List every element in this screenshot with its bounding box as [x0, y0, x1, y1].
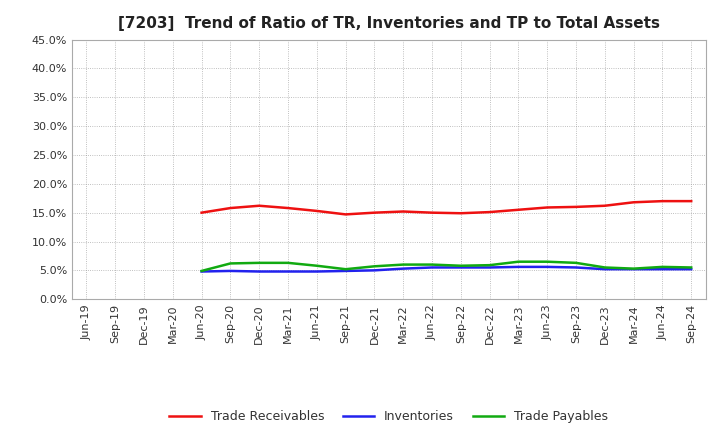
Trade Payables: [312, 263, 321, 268]
Inventories: [399, 266, 408, 271]
Trade Receivables: [456, 211, 465, 216]
Legend: Trade Receivables, Inventories, Trade Payables: Trade Receivables, Inventories, Trade Pa…: [164, 405, 613, 428]
Trade Receivables: [572, 204, 580, 209]
Inventories: [428, 265, 436, 270]
Trade Payables: [543, 259, 552, 264]
Inventories: [543, 264, 552, 270]
Inventories: [600, 267, 609, 272]
Inventories: [341, 268, 350, 274]
Title: [7203]  Trend of Ratio of TR, Inventories and TP to Total Assets: [7203] Trend of Ratio of TR, Inventories…: [118, 16, 660, 32]
Trade Receivables: [312, 208, 321, 213]
Inventories: [226, 268, 235, 274]
Inventories: [312, 269, 321, 274]
Trade Receivables: [255, 203, 264, 209]
Trade Payables: [197, 268, 206, 274]
Trade Receivables: [428, 210, 436, 215]
Inventories: [284, 269, 292, 274]
Trade Payables: [226, 261, 235, 266]
Trade Receivables: [600, 203, 609, 209]
Inventories: [629, 267, 638, 272]
Trade Payables: [485, 263, 494, 268]
Trade Payables: [514, 259, 523, 264]
Trade Receivables: [284, 205, 292, 211]
Inventories: [456, 265, 465, 270]
Line: Inventories: Inventories: [202, 267, 691, 271]
Trade Receivables: [629, 200, 638, 205]
Trade Payables: [341, 267, 350, 272]
Trade Payables: [370, 264, 379, 269]
Trade Receivables: [197, 210, 206, 215]
Trade Receivables: [485, 209, 494, 215]
Trade Receivables: [543, 205, 552, 210]
Trade Payables: [572, 260, 580, 265]
Trade Receivables: [341, 212, 350, 217]
Inventories: [255, 269, 264, 274]
Inventories: [370, 268, 379, 273]
Trade Receivables: [226, 205, 235, 211]
Trade Payables: [658, 264, 667, 270]
Trade Payables: [456, 263, 465, 268]
Trade Receivables: [514, 207, 523, 213]
Trade Receivables: [370, 210, 379, 215]
Inventories: [658, 267, 667, 272]
Trade Payables: [428, 262, 436, 267]
Trade Payables: [284, 260, 292, 265]
Line: Trade Receivables: Trade Receivables: [202, 201, 691, 214]
Trade Receivables: [399, 209, 408, 214]
Inventories: [687, 267, 696, 272]
Inventories: [485, 265, 494, 270]
Inventories: [572, 265, 580, 270]
Trade Receivables: [658, 198, 667, 204]
Trade Payables: [399, 262, 408, 267]
Trade Payables: [600, 265, 609, 270]
Trade Receivables: [687, 198, 696, 204]
Trade Payables: [629, 266, 638, 271]
Inventories: [514, 264, 523, 270]
Trade Payables: [687, 265, 696, 270]
Inventories: [197, 269, 206, 274]
Trade Payables: [255, 260, 264, 265]
Line: Trade Payables: Trade Payables: [202, 262, 691, 271]
